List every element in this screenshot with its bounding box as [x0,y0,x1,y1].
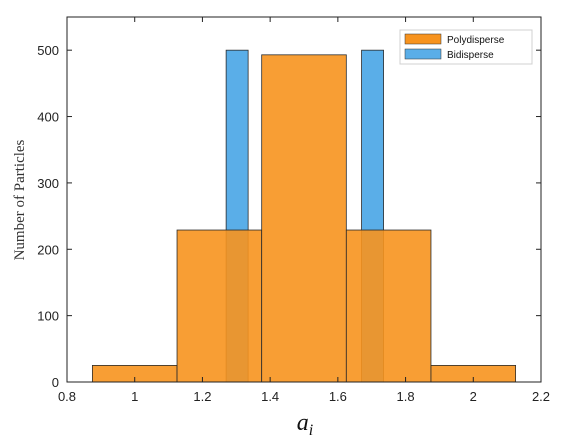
legend: Polydisperse Bidisperse [399,29,533,65]
y-tick-label-1: 100 [37,309,59,324]
x-axis-title: ai [297,410,313,439]
tick-labels-layer: 0.8 1 1.2 1.4 1.6 1.8 2 2.2 0 100 200 300 400 500 [37,43,550,404]
plot-frame [66,16,542,383]
y-tick-label-2: 200 [37,242,59,257]
legend-swatch-polydisperse [404,33,442,45]
legend-swatch-bidisperse [404,48,442,60]
x-tick-label-2: 1.2 [193,389,211,404]
y-tick-label-3: 300 [37,176,59,191]
y-tick-label-4: 400 [37,110,59,125]
bar-polydisperse-1 [176,229,263,383]
bars-layer [91,49,517,383]
x-tick-label-6: 2 [470,389,477,404]
y-axis-title: Number of Particles [12,139,28,260]
x-tick-label-5: 1.8 [397,389,415,404]
bar-polydisperse-2 [261,54,347,383]
x-axis-title-base: a [297,410,309,436]
y-tick-label-5: 500 [37,43,59,58]
bar-polydisperse-3 [345,229,432,383]
x-tick-label-4: 1.6 [329,389,347,404]
legend-label-polydisperse: Polydisperse [447,35,505,46]
x-tick-label-0: 0.8 [58,389,76,404]
x-tick-label-1: 1 [131,389,138,404]
x-axis-title-sub: i [309,422,313,439]
y-tick-label-0: 0 [52,375,59,390]
x-tick-label-3: 1.4 [261,389,279,404]
x-tick-label-7: 2.2 [532,389,550,404]
legend-label-bidisperse: Bidisperse [447,50,494,61]
